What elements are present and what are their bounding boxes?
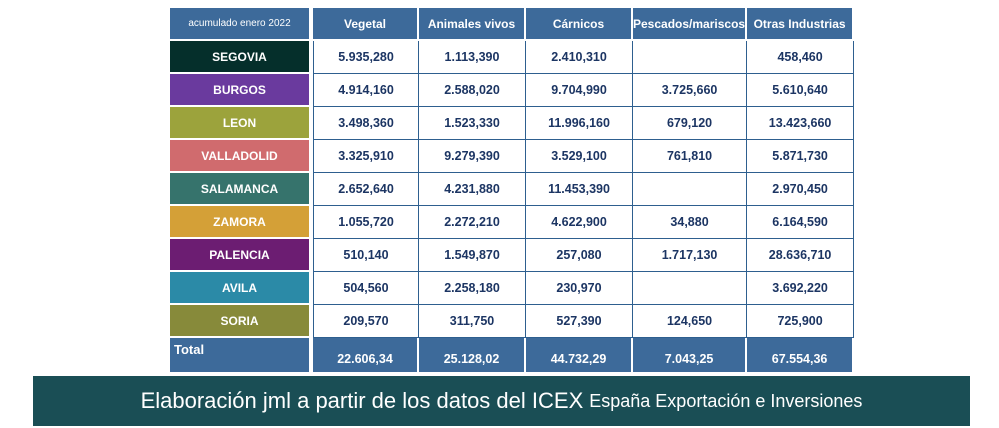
table-row: AVILA 504,560 2.258,180 230,970 3.692,22… (170, 272, 855, 305)
table-row: PALENCIA 510,140 1.549,870 257,080 1.717… (170, 239, 855, 272)
header-otras-industrias: Otras Industrias (747, 8, 855, 41)
province-cell: BURGOS (170, 74, 313, 107)
value-cell: 11.453,390 (526, 173, 633, 206)
province-cell: LEON (170, 107, 313, 140)
value-cell: 11.996,160 (526, 107, 633, 140)
value-cell: 3.529,100 (526, 140, 633, 173)
source-sub-text: España Exportación e Inversiones (589, 390, 863, 411)
value-cell: 209,570 (313, 305, 419, 338)
value-cell: 1.549,870 (419, 239, 526, 272)
value-cell: 13.423,660 (747, 107, 855, 140)
table-row: ZAMORA 1.055,720 2.272,210 4.622,900 34,… (170, 206, 855, 239)
value-cell: 2.272,210 (419, 206, 526, 239)
province-cell: ZAMORA (170, 206, 313, 239)
total-label: Total (170, 338, 313, 372)
value-cell: 2.970,450 (747, 173, 855, 206)
value-cell (633, 41, 748, 74)
value-cell: 2.258,180 (419, 272, 526, 305)
total-carnicos: 44.732,29 (526, 338, 633, 372)
value-cell (633, 272, 748, 305)
value-cell: 504,560 (313, 272, 419, 305)
value-cell: 1.055,720 (313, 206, 419, 239)
value-cell: 2.588,020 (419, 74, 526, 107)
value-cell (633, 173, 748, 206)
value-cell: 725,900 (747, 305, 855, 338)
value-cell: 5.935,280 (313, 41, 419, 74)
value-cell: 28.636,710 (747, 239, 855, 272)
province-cell: VALLADOLID (170, 140, 313, 173)
table-row: BURGOS 4.914,160 2.588,020 9.704,990 3.7… (170, 74, 855, 107)
value-cell: 4.914,160 (313, 74, 419, 107)
value-cell: 311,750 (419, 305, 526, 338)
header-row: acumulado enero 2022 Vegetal Animales vi… (170, 8, 855, 41)
value-cell: 230,970 (526, 272, 633, 305)
value-cell: 2.410,310 (526, 41, 633, 74)
value-cell: 510,140 (313, 239, 419, 272)
total-vegetal: 22.606,34 (313, 338, 419, 372)
value-cell: 1.523,330 (419, 107, 526, 140)
value-cell: 4.231,880 (419, 173, 526, 206)
value-cell: 9.704,990 (526, 74, 633, 107)
table-row: SEGOVIA 5.935,280 1.113,390 2.410,310 45… (170, 41, 855, 74)
value-cell: 6.164,590 (747, 206, 855, 239)
header-pescados-mariscos: Pescados/mariscos (633, 8, 748, 41)
value-cell: 3.692,220 (747, 272, 855, 305)
source-main-text: Elaboración jml a partir de los datos de… (140, 388, 584, 413)
source-banner: Elaboración jml a partir de los datos de… (33, 376, 970, 426)
exports-table: acumulado enero 2022 Vegetal Animales vi… (170, 8, 855, 372)
table-row: SORIA 209,570 311,750 527,390 124,650 72… (170, 305, 855, 338)
value-cell: 4.622,900 (526, 206, 633, 239)
value-cell: 3.325,910 (313, 140, 419, 173)
value-cell: 5.871,730 (747, 140, 855, 173)
value-cell: 458,460 (747, 41, 855, 74)
value-cell: 34,880 (633, 206, 748, 239)
province-cell: SORIA (170, 305, 313, 338)
value-cell: 1.113,390 (419, 41, 526, 74)
value-cell: 527,390 (526, 305, 633, 338)
province-cell: SEGOVIA (170, 41, 313, 74)
total-row: Total 22.606,34 25.128,02 44.732,29 7.04… (170, 338, 855, 372)
table-row: LEON 3.498,360 1.523,330 11.996,160 679,… (170, 107, 855, 140)
total-animales-vivos: 25.128,02 (419, 338, 526, 372)
value-cell: 679,120 (633, 107, 748, 140)
value-cell: 3.498,360 (313, 107, 419, 140)
value-cell: 257,080 (526, 239, 633, 272)
table-row: SALAMANCA 2.652,640 4.231,880 11.453,390… (170, 173, 855, 206)
value-cell: 9.279,390 (419, 140, 526, 173)
header-period: acumulado enero 2022 (170, 8, 313, 41)
value-cell: 2.652,640 (313, 173, 419, 206)
table-row: VALLADOLID 3.325,910 9.279,390 3.529,100… (170, 140, 855, 173)
province-cell: PALENCIA (170, 239, 313, 272)
value-cell: 3.725,660 (633, 74, 748, 107)
header-animales-vivos: Animales vivos (419, 8, 526, 41)
header-carnicos: Cárnicos (526, 8, 633, 41)
total-otras-industrias: 67.554,36 (747, 338, 855, 372)
header-vegetal: Vegetal (313, 8, 419, 41)
total-pescados-mariscos: 7.043,25 (633, 338, 748, 372)
value-cell: 124,650 (633, 305, 748, 338)
value-cell: 761,810 (633, 140, 748, 173)
value-cell: 1.717,130 (633, 239, 748, 272)
province-cell: AVILA (170, 272, 313, 305)
province-cell: SALAMANCA (170, 173, 313, 206)
value-cell: 5.610,640 (747, 74, 855, 107)
